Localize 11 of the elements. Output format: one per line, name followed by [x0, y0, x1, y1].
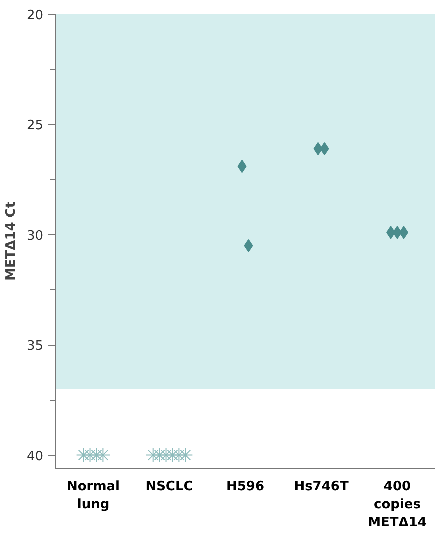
- x-tick-label: Hs746T: [294, 480, 349, 494]
- x-tick-label: Normal lung: [67, 480, 120, 512]
- x-tick-label: H596: [226, 480, 265, 494]
- y-axis-title: METΔ14 Ct: [4, 202, 19, 282]
- y-tick-label: 35: [26, 339, 44, 354]
- x-tick-label: 400 copies METΔ14: [368, 480, 427, 530]
- y-tick-label: 20: [26, 8, 44, 24]
- x-tick-label: NSCLC: [146, 480, 194, 494]
- y-tick-label: 25: [26, 118, 44, 134]
- y-tick-label: 30: [26, 228, 44, 244]
- y-tick-label: 40: [26, 449, 44, 464]
